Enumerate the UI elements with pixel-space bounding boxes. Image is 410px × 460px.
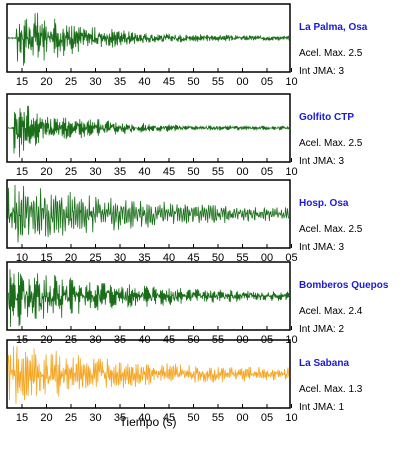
waveform-trace xyxy=(7,269,290,328)
peak-acceleration-label: Acel. Max. 2.5 xyxy=(299,48,363,59)
x-tick-label: 00 xyxy=(261,252,273,264)
peak-acceleration-label: Acel. Max. 2.5 xyxy=(299,138,363,149)
x-tick-label: 20 xyxy=(40,412,52,424)
x-axis-title: Tiempo (s) xyxy=(120,415,177,429)
x-tick-label: 10 xyxy=(285,334,297,346)
x-tick-label: 45 xyxy=(163,412,175,424)
panel-frame xyxy=(6,3,291,73)
x-tick-label: 35 xyxy=(114,412,126,424)
jma-intensity-label: Int JMA: 3 xyxy=(299,156,344,167)
x-tick-label: 05 xyxy=(261,412,273,424)
x-tick-label: 25 xyxy=(65,166,77,178)
x-tick-label: 50 xyxy=(187,166,199,178)
x-tick-label: 10 xyxy=(285,412,297,424)
x-tick-label: 10 xyxy=(285,76,297,88)
x-tick-label: 20 xyxy=(40,76,52,88)
jma-intensity-label: Int JMA: 3 xyxy=(299,66,344,77)
waveform-trace xyxy=(7,346,290,404)
x-tick-label: 40 xyxy=(138,412,150,424)
x-tick-label: 00 xyxy=(236,166,248,178)
panel-frame xyxy=(6,179,291,249)
x-tick-label: 10 xyxy=(285,166,297,178)
x-tick-label: 20 xyxy=(65,252,77,264)
panel-frame xyxy=(6,339,291,409)
panel-1: 15 20 25 30 35 40 45 50 55 00 05 10 Golfito CTP Acel.… xyxy=(6,93,363,178)
x-tick-label: 55 xyxy=(212,166,224,178)
station-name: La Sabana xyxy=(299,358,349,369)
waveform-trace xyxy=(7,184,290,243)
peak-acceleration-label: Acel. Max. 2.5 xyxy=(299,224,363,235)
x-tick-label: 00 xyxy=(236,412,248,424)
x-tick-label: 25 xyxy=(65,412,77,424)
x-tick-label: 20 xyxy=(40,166,52,178)
station-name: Hosp. Osa xyxy=(299,198,349,209)
x-tick-label: 15 xyxy=(40,252,52,264)
x-tick-label: 55 xyxy=(236,252,248,264)
x-tick-label: 45 xyxy=(187,252,199,264)
x-tick-label: 45 xyxy=(163,76,175,88)
peak-acceleration-label: Acel. Max. 1.3 xyxy=(299,384,363,395)
station-name: Golfito CTP xyxy=(299,112,354,123)
x-tick-label: 10 xyxy=(16,252,28,264)
x-tick-label: 50 xyxy=(187,76,199,88)
x-tick-label: 25 xyxy=(89,252,101,264)
x-tick-label: 50 xyxy=(212,252,224,264)
x-tick-label: 05 xyxy=(261,76,273,88)
x-tick-label: 25 xyxy=(65,76,77,88)
station-name: La Palma, Osa xyxy=(299,22,368,33)
panel-frame xyxy=(6,93,291,163)
x-tick-label: 35 xyxy=(114,76,126,88)
jma-intensity-label: Int JMA: 1 xyxy=(299,402,344,413)
x-tick-label: 55 xyxy=(212,412,224,424)
panel-frame xyxy=(6,261,291,331)
x-tick-label: 05 xyxy=(261,166,273,178)
x-tick-label: 50 xyxy=(187,412,199,424)
x-tick-label: 45 xyxy=(163,166,175,178)
x-tick-label: 40 xyxy=(163,252,175,264)
x-tick-label: 55 xyxy=(212,76,224,88)
jma-intensity-label: Int JMA: 3 xyxy=(299,242,344,253)
x-tick-label: 35 xyxy=(138,252,150,264)
panel-4: 15 20 25 30 35 40 45 50 55 00 05 10 La Sabana Acel. M… xyxy=(6,339,363,424)
x-tick-label: 35 xyxy=(114,166,126,178)
x-tick-label: 05 xyxy=(285,252,297,264)
waveform-trace xyxy=(7,12,290,66)
x-tick-label: 00 xyxy=(236,76,248,88)
x-tick-label: 30 xyxy=(89,412,101,424)
x-tick-label: 30 xyxy=(89,166,101,178)
x-tick-label: 30 xyxy=(89,76,101,88)
waveform-trace xyxy=(7,105,290,158)
x-tick-label: 15 xyxy=(16,412,28,424)
x-tick-label: 15 xyxy=(16,166,28,178)
x-tick-label: 40 xyxy=(138,76,150,88)
x-tick-label: 15 xyxy=(16,76,28,88)
panel-2: 10 15 20 25 30 35 40 45 50 55 00 05 Hosp. Osa Acel. M… xyxy=(6,179,363,264)
x-tick-label: 30 xyxy=(114,252,126,264)
x-tick-label: 40 xyxy=(138,166,150,178)
jma-intensity-label: Int JMA: 2 xyxy=(299,324,344,335)
panel-0: 15 20 25 30 35 40 45 50 55 00 05 10 La Palma, Osa Ace… xyxy=(6,3,368,88)
station-name: Bomberos Quepos xyxy=(299,280,389,291)
peak-acceleration-label: Acel. Max. 2.4 xyxy=(299,306,363,317)
